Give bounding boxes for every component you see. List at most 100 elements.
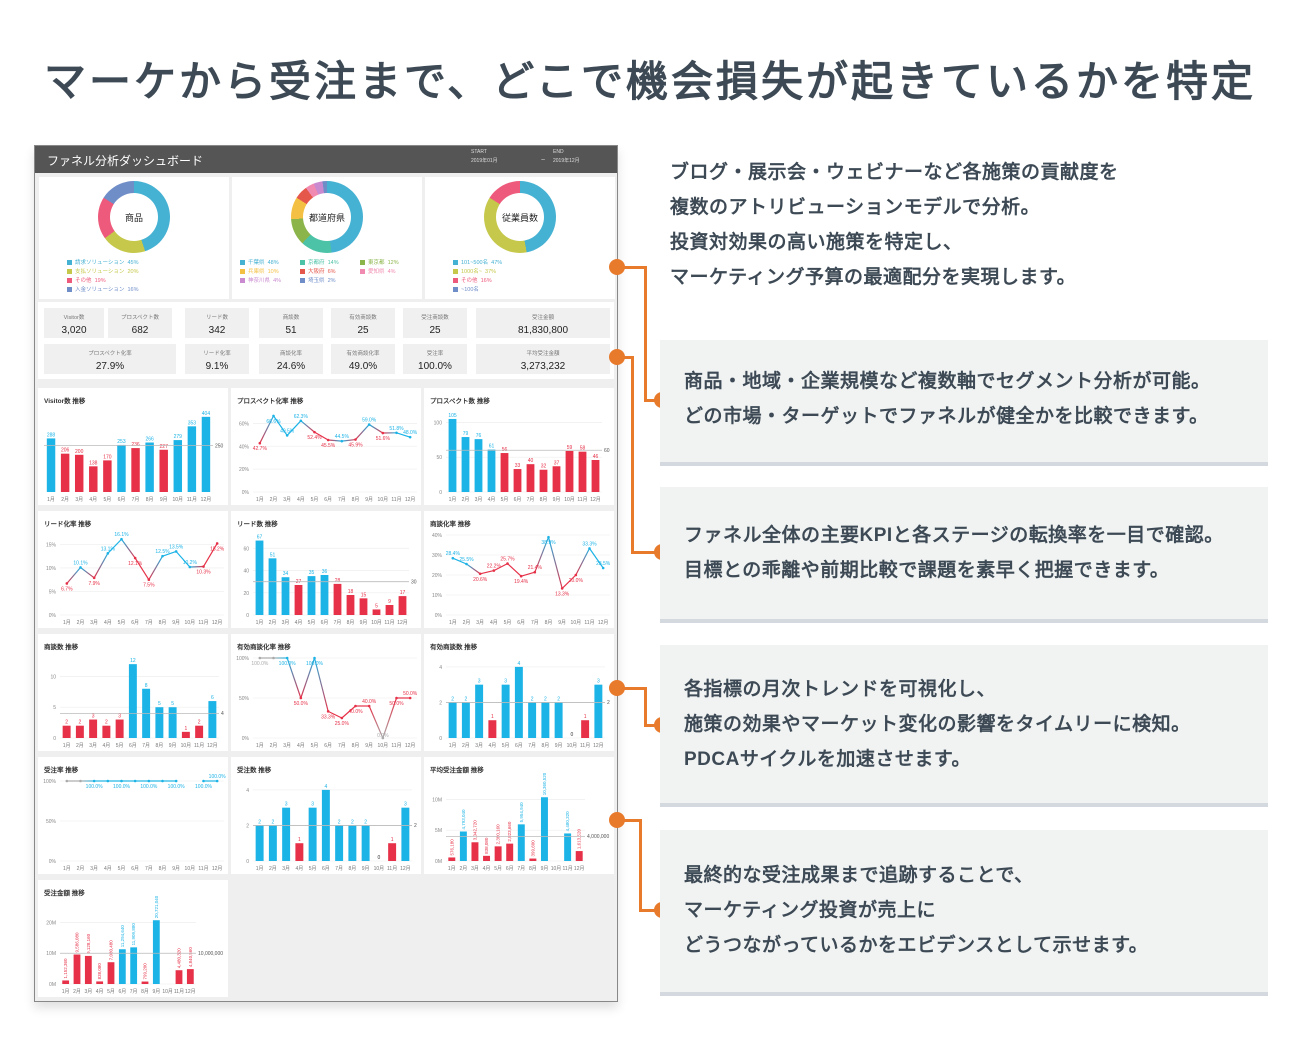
x-tick-label: 10月: [371, 620, 382, 626]
target-label: 30: [411, 579, 417, 585]
bar: [74, 454, 84, 492]
x-tick-label: 8月: [155, 743, 163, 749]
bar: [268, 825, 277, 861]
point-value-label: 40.0%: [348, 709, 363, 715]
legend-item[interactable]: その他 16%: [453, 277, 502, 286]
page-headline: マーケから受注まで、どこで機会損失が起きているかを特定: [43, 58, 1257, 105]
legend-item[interactable]: 神奈川県 4%: [240, 277, 300, 286]
x-tick-label: 11月: [198, 620, 208, 626]
x-tick-label: 4月: [104, 620, 112, 626]
donut-chart[interactable]: 都道府県: [291, 181, 363, 253]
kpi-tile: リード数 342: [185, 308, 249, 338]
donut-chart[interactable]: 商品: [98, 181, 170, 253]
bar: [60, 453, 70, 492]
legend-item[interactable]: 1000名~ 37%: [453, 268, 502, 277]
x-tick-label: 8月: [352, 497, 360, 503]
donut-legend: 請求ソリューション 45% 支払ソリューション 20% その他 19% 入金ソリューシ…: [67, 259, 138, 295]
x-tick-label: 5月: [116, 743, 124, 749]
x-tick-label: 8月: [347, 620, 355, 626]
line-point: [451, 556, 455, 560]
legend-item[interactable]: 請求ソリューション 45%: [67, 259, 138, 268]
legend-item[interactable]: 愛知県 4%: [360, 268, 420, 277]
legend-label: 埼玉県: [308, 278, 325, 284]
legend-swatch-icon: [67, 278, 72, 283]
x-tick-label: 3月: [90, 620, 98, 626]
chart-plot: 0M 10M 20M 1月 2月 3月 4月 5月 6月 7月 8月 9月 10月 11月 12月 1,152…: [46, 896, 223, 995]
bar: [506, 843, 514, 861]
line-point: [174, 779, 178, 783]
bar-value-label: 18: [348, 589, 354, 595]
target-label: 10,000,000: [198, 951, 223, 957]
start-date[interactable]: 2019年01月: [471, 158, 498, 164]
kpi-value: 49.0%: [348, 361, 378, 372]
y-tick-label: 0M: [435, 859, 442, 865]
bar-value-label: 399,600: [530, 840, 535, 857]
legend-item[interactable]: 大阪府 6%: [300, 268, 360, 277]
bar: [208, 701, 217, 738]
legend-item[interactable]: 兵庫県 10%: [240, 268, 300, 277]
chart-card: 商談数 推移 0 5 10 1月 2月 3月 4月 5月 6月 7月 8月 9月 10月 11月 12月 2 2 3…: [38, 634, 228, 751]
line-point: [313, 656, 316, 660]
legend-item[interactable]: その他 19%: [67, 277, 138, 286]
connector-dot-icon: [609, 680, 625, 696]
legend-label: 101~500名: [461, 260, 489, 266]
bar-value-label: 37: [554, 460, 560, 466]
point-value-label: 59.0%: [362, 418, 377, 424]
bar-value-label: 227: [160, 444, 169, 450]
bar-value-label: 253: [117, 439, 126, 445]
legend-percent: 37%: [485, 269, 497, 275]
bar: [308, 807, 317, 861]
bar-value-label: 170: [103, 454, 112, 460]
end-date[interactable]: 2019年12月: [553, 158, 580, 164]
legend-item[interactable]: 101~500名 47%: [453, 259, 502, 268]
x-tick-label: 5月: [309, 866, 317, 872]
target-label: 60: [604, 448, 610, 454]
x-tick-label: 6月: [324, 497, 332, 503]
x-tick-label: 10月: [571, 620, 582, 626]
legend-item[interactable]: 東京都 12%: [360, 259, 420, 268]
x-tick-label: 10月: [374, 866, 385, 872]
chart-plot: 0 2 4 1月 2月 3月 4月 5月 6月 7月 8月 9月 10月 11月 12月 2 2 3 1 3 4 2 2 2 0…: [246, 784, 417, 872]
bar-value-label: 3: [404, 802, 407, 808]
legend-percent: 2%: [327, 278, 336, 284]
line-point: [161, 779, 164, 783]
x-tick-label: 11月: [584, 620, 594, 626]
legend-item[interactable]: 入金ソリューション 16%: [67, 286, 138, 295]
bar: [461, 437, 470, 492]
x-tick-label: 1月: [62, 989, 70, 995]
bar-value-label: 2: [78, 720, 81, 726]
line-point: [92, 576, 96, 580]
line-point: [215, 779, 219, 783]
line-point: [215, 542, 219, 545]
legend-item[interactable]: 支払ソリューション 20%: [67, 268, 138, 277]
bar: [159, 449, 168, 492]
bar-value-label: 138: [89, 460, 98, 466]
kpi-label: プロスペクト化率: [88, 351, 132, 357]
kpi-label: 平均受注金額: [526, 351, 560, 357]
x-tick-label: 6月: [506, 866, 514, 872]
x-tick-label: 8月: [352, 743, 360, 749]
bar-value-label: 8: [145, 683, 148, 689]
legend-item[interactable]: ~100名: [453, 286, 502, 295]
line-segment: [396, 432, 411, 438]
bar: [565, 450, 574, 492]
legend-item[interactable]: 京都府 14%: [300, 259, 360, 268]
x-tick-label: 8月: [141, 989, 149, 995]
kpi-label: 受注金額: [531, 315, 554, 321]
description-line: どうつながっているかをエビデンスとして示せます。: [684, 935, 1149, 956]
x-tick-label: 12月: [212, 866, 223, 872]
x-tick-label: 2月: [270, 497, 278, 503]
legend-item[interactable]: 千葉県 48%: [240, 259, 300, 268]
chart-title: 有効商談数 推移: [430, 644, 478, 651]
description-line: マーケティング予算の最適配分を実現します。: [670, 267, 1077, 288]
description-line: PDCAサイクルを加速させます。: [684, 749, 971, 770]
point-value-label: 13.3%: [555, 591, 570, 597]
x-tick-label: 11月: [174, 989, 184, 995]
donut-chart[interactable]: 従業員数: [484, 181, 556, 253]
line-point: [285, 434, 289, 437]
legend-item[interactable]: 埼玉県 2%: [300, 277, 360, 286]
line-point: [133, 779, 137, 783]
chart-card: 平均受注金額 推移 0M 5M 10M 1月 2月 3月 4月 5月 6月 7月 8月 9月 10月 11月…: [424, 757, 614, 874]
bar: [359, 598, 368, 615]
